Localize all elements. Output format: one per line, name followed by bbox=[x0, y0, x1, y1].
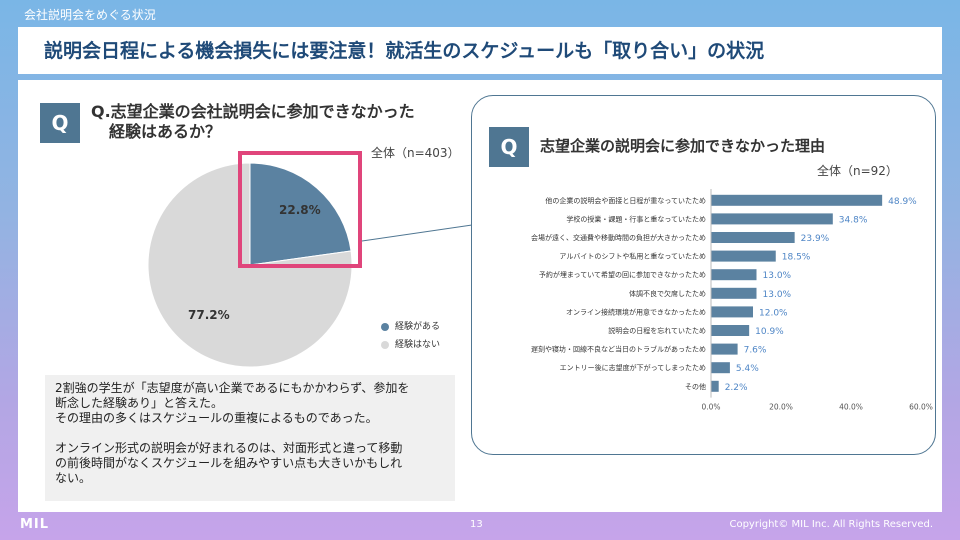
reasons-panel bbox=[471, 95, 936, 455]
legend-label-no: 経験はない bbox=[395, 340, 441, 350]
bar-value-label: 23.9% bbox=[801, 234, 830, 244]
bar bbox=[711, 380, 719, 392]
question-text-right: 志望企業の説明会に参加できなかった理由 bbox=[540, 137, 826, 155]
bar-category-label: 予約が埋まっていて希望の回に参加できなかったため bbox=[539, 270, 706, 279]
bar-category-label: 他の企業の説明会や面接と日程が重なっていたため bbox=[545, 196, 706, 205]
question-line-1: Q.志望企業の会社説明会に参加できなかった bbox=[91, 102, 415, 121]
legend-item-yes: 経験がある bbox=[381, 319, 440, 332]
bar-category-label: オンライン接続環境が用意できなかったため bbox=[566, 307, 706, 316]
legend-label-yes: 経験がある bbox=[395, 322, 441, 332]
x-tick-label: 40.0% bbox=[839, 403, 863, 412]
section-label: 会社説明会をめぐる状況 bbox=[24, 8, 156, 22]
bar-category-label: その他 bbox=[685, 382, 706, 391]
question-line-2: 経験はあるか？ bbox=[109, 122, 222, 141]
sample-size-right: 全体（n=92） bbox=[817, 164, 898, 178]
pie-label-yes: 22.8% bbox=[279, 203, 321, 217]
question-text-left: Q.志望企業の会社説明会に参加できなかった 経験はあるか？ bbox=[91, 102, 415, 142]
question-badge-left: Q bbox=[40, 103, 80, 143]
bar-value-label: 13.0% bbox=[763, 271, 792, 281]
note-paragraph-1: 2割強の学生が「志望度が高い企業であるにもかかわらず、参加を 断念した経験あり」… bbox=[55, 381, 410, 425]
bar bbox=[711, 287, 757, 299]
summary-note: 2割強の学生が「志望度が高い企業であるにもかかわらず、参加を 断念した経験あり」… bbox=[45, 375, 455, 501]
bar-category-label: エントリー後に志望度が下がってしまったため bbox=[560, 363, 706, 372]
bar bbox=[711, 343, 738, 355]
bar-value-label: 2.2% bbox=[725, 383, 748, 393]
bar bbox=[711, 306, 753, 318]
bar-category-label: 会場が遠く、交通費や移動時間の負担が大きかったため bbox=[531, 233, 706, 242]
bar bbox=[711, 325, 750, 336]
pie-slice-yes bbox=[249, 162, 352, 266]
bar-category-label: 学校の授業・課題・行事と重なっていたため bbox=[566, 214, 706, 223]
bar-value-label: 48.9% bbox=[888, 197, 917, 207]
bar-category-label: 遅刻や寝坊・回線不良など当日のトラブルがあったため bbox=[531, 345, 706, 354]
sample-size-left: 全体（n=403） bbox=[371, 146, 460, 160]
question-badge-right: Q bbox=[489, 127, 529, 167]
x-tick-label: 20.0% bbox=[769, 403, 793, 412]
bar-value-label: 12.0% bbox=[759, 308, 788, 318]
legend-item-no: 経験はない bbox=[381, 337, 440, 350]
bar-value-label: 10.9% bbox=[755, 327, 784, 337]
pie-label-no: 77.2% bbox=[188, 308, 230, 322]
bar bbox=[711, 269, 757, 281]
bar bbox=[711, 194, 883, 206]
x-tick-label: 60.0% bbox=[909, 403, 933, 412]
note-paragraph-2: オンライン形式の説明会が好まれるのは、対面形式と違って移動 の前後時間がなくスケ… bbox=[55, 441, 403, 485]
bar-category-label: アルバイトのシフトや私用と重なっていたため bbox=[559, 252, 706, 261]
highlight-box bbox=[238, 151, 362, 268]
bar bbox=[711, 250, 776, 262]
bar-value-label: 18.5% bbox=[782, 253, 811, 263]
legend-dot-no bbox=[381, 340, 389, 349]
bar-category-label: 説明会の日程を忘れていたため bbox=[608, 326, 706, 335]
copyright: Copyright© MIL Inc. All Rights Reserved. bbox=[729, 519, 933, 530]
bar-value-label: 7.6% bbox=[744, 346, 767, 356]
bar bbox=[711, 213, 833, 225]
bar bbox=[711, 232, 795, 243]
page-title: 説明会日程による機会損失には要注意！就活生のスケジュールも「取り合い」の状況 bbox=[44, 40, 765, 62]
bar-value-label: 34.8% bbox=[839, 215, 868, 225]
bar-value-label: 5.4% bbox=[736, 364, 759, 374]
company-logo: MIL bbox=[20, 517, 50, 532]
bar-value-label: 13.0% bbox=[763, 290, 792, 300]
bar bbox=[711, 362, 730, 374]
reasons-bar-chart: 他の企業の説明会や面接と日程が重なっていたため 48.9% 学校の授業・課題・行事と… bbox=[531, 189, 933, 412]
title-bar: 説明会日程による機会損失には要注意！就活生のスケジュールも「取り合い」の状況 bbox=[18, 27, 942, 74]
page-number: 13 bbox=[470, 519, 483, 530]
x-tick-label: 0.0% bbox=[701, 403, 720, 412]
legend-dot-yes bbox=[381, 322, 389, 331]
bar-category-label: 体調不良で欠席したため bbox=[629, 289, 706, 298]
